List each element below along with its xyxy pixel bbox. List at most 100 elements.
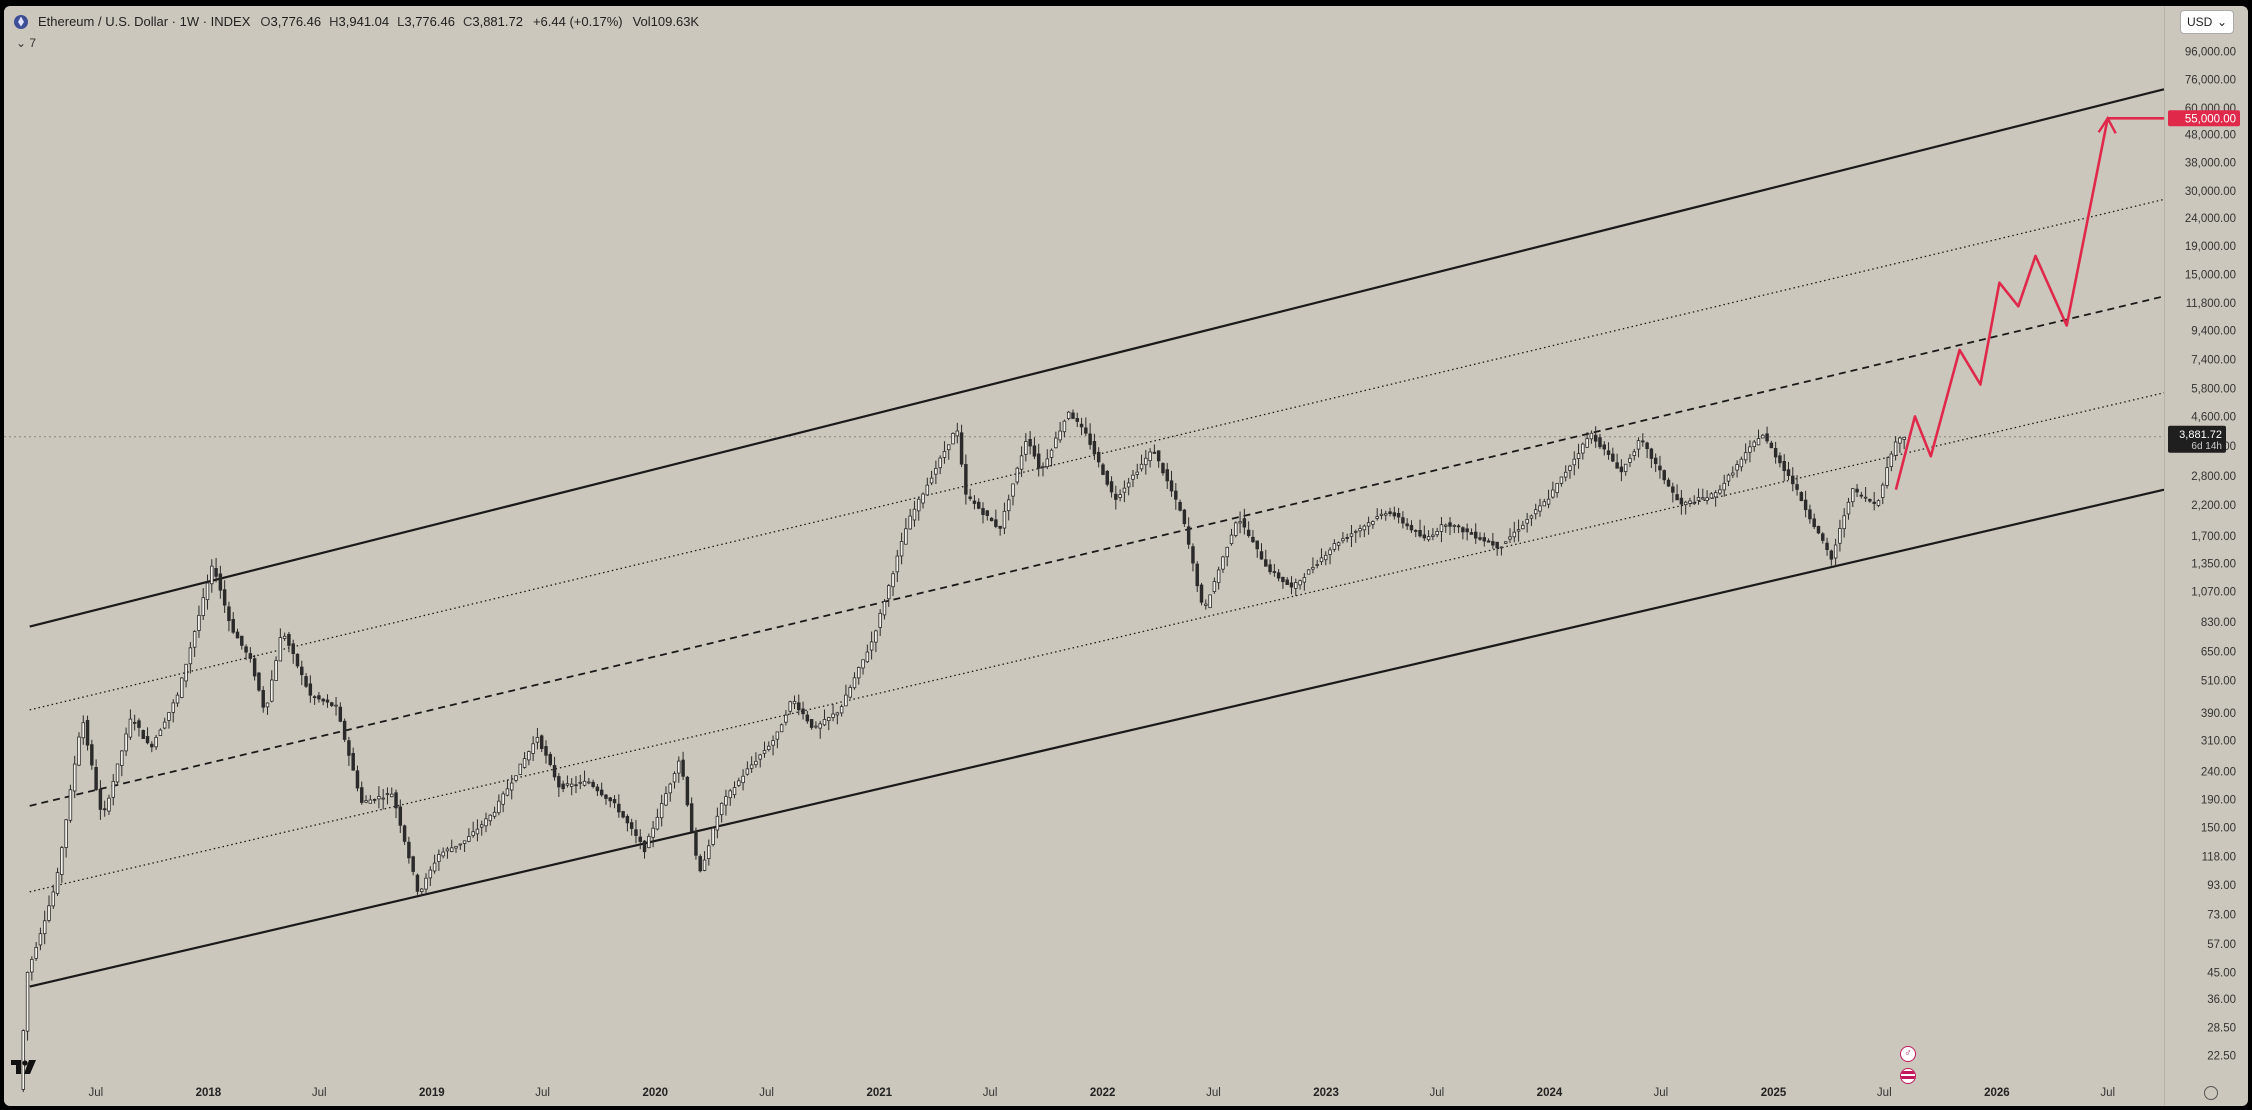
time-tick-label: Jul [88,1087,103,1099]
candle-body [1131,474,1135,480]
current-price-label: 3,881.72 [2179,429,2222,441]
candle-body [1645,442,1649,450]
candle-body [445,848,450,852]
candle-body [775,731,780,740]
price-tick-label: 7,400.00 [2191,354,2236,366]
candle-body [1268,564,1272,573]
candle-body [1782,461,1786,472]
candle-body [702,859,707,871]
candle-body [128,718,133,738]
candle-body [1821,533,1825,541]
candle-body [925,484,930,496]
candle-body [1182,509,1187,525]
us-flag-event-icon[interactable] [1900,1068,1916,1084]
candle-body [544,746,548,756]
candle-body [1555,483,1559,493]
candle-body [814,725,818,728]
candle-body [1881,484,1885,498]
dividend-event-icon[interactable]: ♂ [1900,1046,1916,1062]
candle-body [1889,453,1894,467]
time-tick-label: Jul [312,1087,327,1099]
candle-body [428,869,433,879]
candle-body [377,796,381,800]
price-chart[interactable]: 22.50 28.50 36.00 45.00 57.00 73.00 93.00 118.0… [4,6,2248,1106]
candle-body [98,789,103,810]
candle-body [621,811,625,818]
candle-body [1341,538,1345,542]
candle-body [737,780,741,786]
candle-body [471,831,475,836]
candle-body [1161,463,1165,474]
price-tick-label: 2,200.00 [2191,500,2236,512]
symbol-legend: Ethereum / U.S. Dollar · 1W · INDEX O3,7… [14,14,699,29]
candle-body [535,737,540,743]
candle-body [1075,418,1079,422]
symbol-title[interactable]: Ethereum / U.S. Dollar · 1W · INDEX [38,14,251,29]
candle-body [1718,489,1722,494]
gear-icon[interactable] [2204,1086,2218,1100]
candle-body [210,565,214,585]
chart-area[interactable]: 22.50 28.50 36.00 45.00 57.00 73.00 93.00 118.0… [4,6,2248,1106]
candle-body [587,781,591,784]
candle-body [1619,466,1624,473]
candle-body [1101,464,1105,475]
price-tick-label: 1,070.00 [2191,587,2236,599]
price-tick-label: 30,000.00 [2185,186,2236,198]
candle-body [1653,457,1658,465]
price-tick-label: 510.00 [2201,676,2236,688]
candle-body [835,712,840,716]
candle-body [1011,483,1015,497]
candle-body [591,781,595,787]
candle-body [372,799,377,801]
candle-body [1791,475,1795,485]
candle-body [1546,498,1551,505]
candle-body [809,719,814,728]
candle-body [1572,458,1576,466]
candle-body [1748,446,1752,453]
candle-body [1461,527,1465,533]
candle-body [1636,440,1641,450]
candle-body [394,792,398,809]
candle-body [749,764,754,769]
currency-selector[interactable]: USD ⌄ [2180,10,2234,34]
candle-body [1092,441,1097,455]
candle-body [608,797,612,802]
candle-body [1302,577,1307,583]
change-value: +6.44 (+0.17%) [532,14,623,29]
candle-body [141,730,145,739]
time-tick-label: Jul [1430,1087,1445,1099]
candle-body [1401,517,1405,524]
candle-body [1409,525,1414,531]
candle-body [1709,493,1714,499]
candle-body [484,818,488,827]
price-tick-label: 19,000.00 [2185,241,2236,253]
open-value: O3,776.46 [260,14,322,29]
price-tick-label: 118.00 [2202,852,2236,864]
candle-body [244,646,248,653]
candle-body [1002,510,1007,529]
candle-body [1431,534,1435,537]
candle-body [1812,518,1816,528]
candle-body [1885,467,1889,486]
candle-body [77,736,81,766]
candle-body [1803,499,1808,511]
candle-body [454,845,458,849]
candle-body [72,763,77,792]
candle-body [1294,582,1298,589]
candle-body [1863,496,1868,499]
candle-body [878,612,882,628]
candle-body [107,797,111,812]
candle-body [895,555,900,573]
indicators-toggle[interactable]: ⌄ 7 [16,36,37,50]
candle-body [334,704,338,707]
candle-body [325,699,330,703]
candle-body [638,836,642,842]
time-tick-label: 2018 [196,1087,222,1099]
candle-body [1165,469,1169,482]
candle-body [1833,544,1838,559]
candle-body [1722,482,1726,491]
candle-body [355,770,360,789]
candle-body [1096,451,1101,463]
candle-body [561,783,565,790]
candle-body [450,847,454,852]
